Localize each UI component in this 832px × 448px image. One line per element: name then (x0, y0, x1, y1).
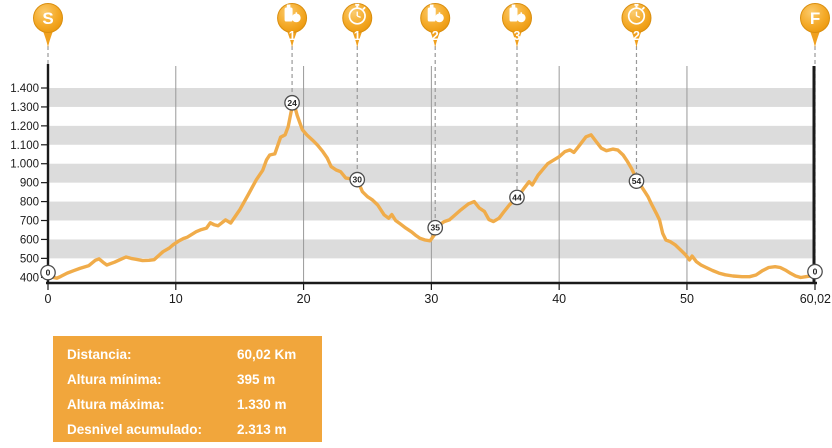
stat-row-min-altitude: Altura mínima: 395 m (53, 367, 322, 392)
stat-row-max-altitude: Altura máxima: 1.330 m (53, 392, 322, 417)
waypoint-circle: 44 (509, 189, 525, 206)
stat-label: Distancia: (67, 347, 132, 362)
x-tick-label: 30 (424, 292, 438, 306)
marker-pin-refreshment-3: 3 (501, 3, 532, 48)
stat-label: Desnivel acumulado: (67, 422, 203, 437)
route-stats-panel: Distancia: 60,02 Km Altura mínima: 395 m… (53, 336, 322, 442)
waypoint-circle: 24 (284, 94, 300, 111)
elevation-chart: 4005006007008009001.0001.1001.2001.3001.… (10, 3, 831, 306)
waypoint-circle: 35 (427, 219, 444, 236)
finish-letter-icon: F (810, 9, 820, 28)
pin-head (342, 3, 373, 33)
stat-label: Altura mínima: (67, 372, 162, 387)
x-tick-label: 60,02 (800, 292, 831, 306)
y-tick-label: 1.000 (10, 159, 39, 171)
stat-row-distance: Distancia: 60,02 Km (53, 342, 322, 367)
pin-number: 1 (289, 29, 296, 43)
y-tick-label: 600 (20, 234, 39, 246)
waypoint-label: 0 (46, 268, 51, 278)
pin-head (621, 3, 652, 33)
x-tick-label: 40 (552, 292, 566, 306)
y-tick-label: 400 (20, 272, 39, 284)
y-tick-label: 800 (20, 197, 39, 209)
stat-value: 395 m (237, 372, 276, 387)
pin-number: 3 (514, 29, 521, 43)
stat-label: Altura máxima: (67, 397, 165, 412)
y-tick-label: 1.200 (10, 121, 39, 133)
marker-pin-timing-2: 2 (621, 3, 652, 48)
y-tick-label: 1.300 (10, 102, 39, 114)
y-tick-label: 1.400 (10, 83, 39, 95)
marker-pin-timing-1: 1 (342, 3, 373, 48)
bottle-apple-icon (427, 4, 444, 23)
waypoint-circle: 54 (628, 173, 645, 189)
stat-value: 2.313 m (237, 422, 287, 437)
pin-number: 1 (354, 29, 361, 43)
y-tick-label: 1.100 (10, 140, 39, 152)
pin-number: 2 (432, 29, 439, 43)
waypoint-label: 30 (353, 175, 363, 185)
pin-number: 2 (633, 29, 640, 43)
waypoint-label: 24 (287, 98, 297, 108)
waypoint-label: 44 (512, 192, 522, 202)
marker-pin-refreshment-2: 2 (420, 3, 451, 48)
bottle-apple-icon (284, 4, 301, 23)
stat-value: 1.330 m (237, 397, 287, 412)
start-letter-icon: S (42, 9, 53, 28)
pin-head (800, 3, 830, 33)
x-tick-label: 0 (45, 292, 52, 306)
y-tick-label: 500 (20, 253, 39, 265)
y-tick-label: 700 (20, 216, 39, 228)
waypoint-circle: 0 (40, 264, 56, 281)
y-tick-label: 900 (20, 178, 39, 190)
bottle-apple-icon (509, 4, 526, 23)
waypoint-circle: 30 (349, 171, 366, 188)
stat-row-cumulative-gain: Desnivel acumulado: 2.313 m (53, 417, 322, 442)
x-tick-label: 20 (297, 292, 311, 306)
stat-value: 60,02 Km (237, 347, 297, 362)
waypoint-label: 35 (430, 223, 440, 233)
waypoint-label: 54 (632, 176, 642, 186)
marker-pin-finish: F (800, 3, 830, 48)
waypoint-circle: 0 (807, 263, 823, 280)
waypoint-label: 0 (813, 267, 818, 277)
x-tick-label: 50 (680, 292, 694, 306)
x-tick-label: 10 (169, 292, 183, 306)
marker-pin-refreshment-1: 1 (277, 3, 308, 48)
marker-pin-start: S (33, 3, 63, 48)
stopwatch-icon (348, 3, 366, 25)
pin-head (33, 3, 63, 33)
stopwatch-icon (627, 3, 646, 25)
